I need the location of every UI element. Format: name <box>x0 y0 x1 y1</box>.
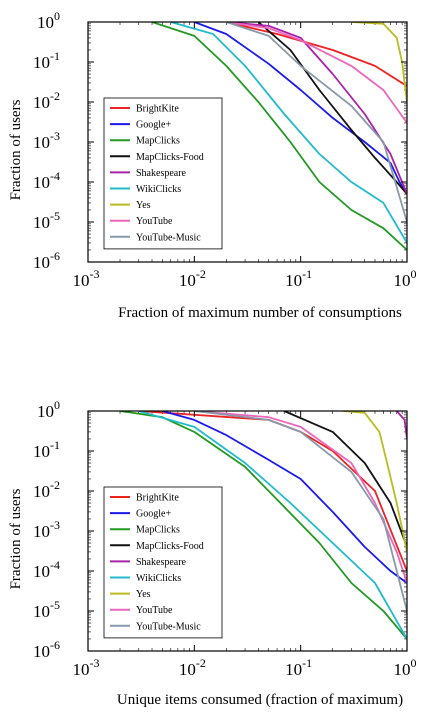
y-tick-label: 100 <box>37 398 60 421</box>
x-axis-label: Unique items consumed (fraction of maxim… <box>117 692 403 708</box>
legend-label-yes: Yes <box>136 589 151 600</box>
legend-label-youtube: YouTube <box>136 216 173 227</box>
y-tick-label: 10-5 <box>33 209 60 232</box>
series-line-shakespeare <box>226 22 407 195</box>
x-tick-label: 10-2 <box>179 267 206 290</box>
legend-label-youtube-music: YouTube-Music <box>136 232 201 243</box>
y-axis-label: Fraction of users <box>8 488 24 589</box>
y-tick-label: 10-6 <box>33 638 60 661</box>
legend-label-shakespeare: Shakespeare <box>136 557 187 568</box>
legend-label-mapclicks: MapClicks <box>136 136 180 147</box>
x-tick-label: 10-1 <box>285 267 312 290</box>
y-tick-label: 10-3 <box>33 129 60 152</box>
series-group <box>151 22 407 251</box>
y-tick-label: 10-3 <box>33 518 60 541</box>
y-tick-label: 10-1 <box>33 49 60 72</box>
y-tick-label: 100 <box>37 9 60 32</box>
legend-label-mapclicks-food: MapClicks-Food <box>136 541 204 552</box>
y-tick-label: 10-5 <box>33 598 60 621</box>
legend-label-mapclicks: MapClicks <box>136 525 180 536</box>
y-tick-label: 10-4 <box>33 169 60 192</box>
legend-label-shakespeare: Shakespeare <box>136 168 187 179</box>
series-line-google- <box>193 22 407 195</box>
legend-label-wikiclicks: WikiClicks <box>136 184 181 195</box>
series-line-wikiclicks <box>138 411 407 640</box>
x-tick-label: 100 <box>394 656 417 679</box>
series-line-brightkite <box>138 411 407 572</box>
series-line-youtube <box>194 411 407 584</box>
legend-label-youtube: YouTube <box>136 605 173 616</box>
chart-panel-1: 10-3 10-2 10-1 100 100 10-1 10-2 10-3 10-4 10-5 10… <box>8 9 417 321</box>
x-tick-label: 10-3 <box>73 267 100 290</box>
y-tick-label: 10-2 <box>33 89 60 112</box>
legend-label-brightkite: BrightKite <box>136 493 179 504</box>
series-line-youtube-music <box>194 411 407 612</box>
series-line-yes <box>351 22 407 103</box>
x-tick-label: 10-2 <box>179 656 206 679</box>
series-group <box>119 411 407 640</box>
legend-label-mapclicks-food: MapClicks-Food <box>136 152 204 163</box>
series-line-youtube-music <box>226 22 407 223</box>
chart-panel-2: 10-3 10-2 10-1 100 100 10-1 10-2 10-3 10-4 10-5 10… <box>8 398 417 708</box>
y-tick-label: 10-1 <box>33 438 60 461</box>
legend: BrightKite Google+ MapClicks MapClicks-Food… <box>103 486 223 639</box>
x-tick-label: 100 <box>394 267 417 290</box>
series-line-brightkite <box>226 22 407 87</box>
series-line-google- <box>162 411 407 584</box>
series-line-mapclicks-food <box>283 411 407 548</box>
series-line-mapclicks <box>151 22 407 251</box>
y-axis-label: Fraction of users <box>8 99 24 200</box>
series-line-wikiclicks <box>170 22 407 244</box>
y-tick-label: 10-6 <box>33 249 60 272</box>
series-line-youtube <box>226 22 407 124</box>
x-tick-label: 10-3 <box>73 656 100 679</box>
y-tick-label: 10-2 <box>33 478 60 501</box>
legend-label-brightkite: BrightKite <box>136 104 179 115</box>
legend-label-youtube-music: YouTube-Music <box>136 621 201 632</box>
legend-label-yes: Yes <box>136 200 151 211</box>
legend-label-wikiclicks: WikiClicks <box>136 573 181 584</box>
series-line-mapclicks <box>119 411 407 640</box>
series-line-mapclicks-food <box>257 22 407 195</box>
series-line-shakespeare <box>396 411 407 440</box>
x-axis-label: Fraction of maximum number of consumptio… <box>118 305 402 321</box>
legend: BrightKite Google+ MapClicks MapClicks-Food… <box>103 97 223 250</box>
x-tick-label: 10-1 <box>285 656 312 679</box>
series-line-yes <box>342 411 407 553</box>
y-tick-label: 10-4 <box>33 558 60 581</box>
legend-label-google-: Google+ <box>136 509 171 520</box>
legend-label-google-: Google+ <box>136 120 171 131</box>
